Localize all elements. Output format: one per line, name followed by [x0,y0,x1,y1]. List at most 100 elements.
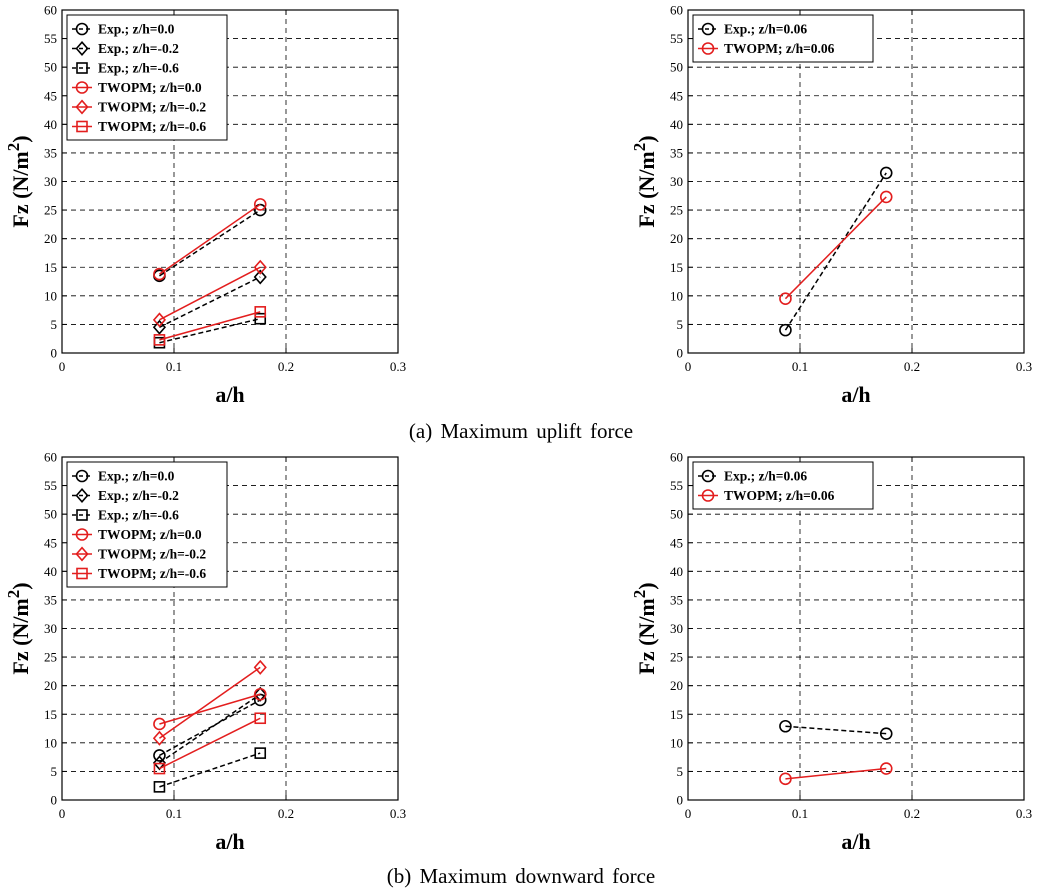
y-tick-label: 30 [670,174,683,189]
y-axis-label: Fz (N/m2) [4,582,33,674]
y-tick-label: 60 [670,450,683,465]
y-tick-label: 35 [44,145,57,160]
chart-downward-emerged: 0 5 10 15 20 25 30 35 40 45 50 55 60 0 0.1 0.2 0.3 a/h Fz … [630,450,1032,855]
y-tick-label: 15 [44,707,57,722]
legend-marker [701,22,715,36]
y-tick-label: 10 [670,735,683,750]
series-line [159,752,261,788]
series-line [785,767,887,780]
x-tick-label: 0.3 [1016,359,1032,374]
data-point [879,762,893,775]
y-tick-label: 30 [44,621,57,636]
legend-label: TWOPM; z/h=0.06 [724,41,835,56]
data-point [253,687,267,701]
legend-marker [701,469,715,483]
y-tick-label: 25 [44,650,57,665]
y-tick-label: 30 [44,174,57,189]
y-tick-label: 5 [677,317,684,332]
y-tick-label: 60 [44,3,57,18]
legend-marker [701,42,715,55]
y-tick-label: 45 [670,535,683,550]
y-tick-label: 45 [44,88,57,103]
x-tick-label: 0 [59,806,66,821]
plot-frame [687,9,1025,354]
y-tick-label: 10 [44,288,57,303]
y-tick-label: 50 [44,507,57,522]
legend-label: TWOPM; z/h=-0.6 [98,119,206,134]
data-point [153,749,166,762]
y-tick-label: 55 [44,31,57,46]
data-point [779,719,792,733]
y-tick-label: 0 [677,346,684,361]
legend-label: Exp.; z/h=0.06 [724,22,807,37]
legend-marker [75,487,89,504]
data-point [254,312,267,325]
series-line [159,317,261,344]
y-tick-label: 50 [44,60,57,75]
series-line [785,725,887,735]
legend-marker [76,567,88,580]
data-point [152,755,167,771]
x-axis-label: a/h [841,382,870,407]
series-line [159,209,261,277]
series-line [159,693,261,764]
caption-bottom: (b) Maximum downward force [387,864,656,888]
x-tick-label: 0.3 [390,359,406,374]
y-axis-label: Fz (N/m2) [4,135,33,227]
data-point [879,727,893,740]
y-tick-label: 35 [44,592,57,607]
y-tick-label: 35 [670,592,683,607]
y-tick-label: 10 [44,735,57,750]
legend-marker [76,509,88,521]
y-tick-label: 0 [677,793,684,808]
y-tick-label: 20 [44,231,57,246]
data-point [152,319,167,335]
series-line [159,717,261,770]
legend-label: TWOPM; z/h=0.0 [98,80,202,95]
legend-box [692,14,874,63]
legend-label: TWOPM; z/h=0.06 [724,488,835,503]
x-tick-label: 0 [685,359,692,374]
legend-label: Exp.; z/h=-0.2 [98,41,179,56]
chart-downward-submerged: 0 5 10 15 20 25 30 35 40 45 50 55 60 0 0.1 0.2 0.3 a/h Fz … [4,450,406,855]
legend-label: Exp.; z/h=0.06 [724,469,807,484]
y-tick-label: 45 [670,88,683,103]
y-tick-label: 55 [44,478,57,493]
legend-label: TWOPM; z/h=-0.6 [98,566,206,581]
y-tick-label: 0 [51,346,58,361]
legend-marker [75,81,89,94]
legend-box [66,461,228,588]
y-tick-label: 45 [44,535,57,550]
legend-label: Exp.; z/h=0.0 [98,469,175,484]
plot-frame [61,9,399,354]
y-tick-label: 50 [670,507,683,522]
y-tick-label: 25 [44,203,57,218]
y-tick-label: 20 [670,678,683,693]
y-tick-label: 5 [51,317,58,332]
chart-uplift-submerged: 0 5 10 15 20 25 30 35 40 45 50 55 60 0 0.1 0.2 0.3 a/h Fz … [4,3,406,408]
legend-label: Exp.; z/h=-0.6 [98,508,179,523]
plot-frame [687,456,1025,801]
x-tick-label: 0.2 [904,359,920,374]
y-tick-label: 0 [51,793,58,808]
legend-marker [701,489,715,502]
chart-uplift-emerged: 0 5 10 15 20 25 30 35 40 45 50 55 60 0 0.1 0.2 0.3 a/h Fz … [630,3,1032,408]
legend-marker [75,22,89,36]
data-point [253,659,267,675]
y-tick-label: 10 [670,288,683,303]
series-line [784,172,887,331]
data-point [254,712,267,725]
series-line [159,666,261,739]
y-tick-label: 15 [670,260,683,275]
x-axis-label: a/h [841,829,870,854]
data-point [879,190,893,204]
data-point [253,259,267,275]
x-tick-label: 0.1 [792,806,808,821]
data-point [153,267,166,281]
legend-box [692,461,874,510]
legend-box [66,14,228,141]
y-tick-label: 40 [44,564,57,579]
data-point [253,686,267,702]
x-axis-label: a/h [215,382,244,407]
x-tick-label: 0 [59,359,66,374]
